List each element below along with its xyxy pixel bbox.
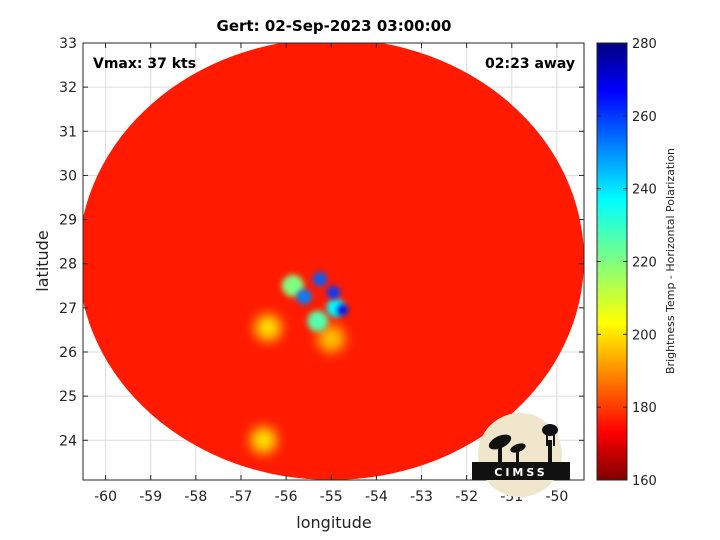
y-tick-label: 31 (59, 124, 77, 140)
swath-layer (83, 43, 584, 480)
colorbar-ticks: 160 180 200 220 240 260 280 (597, 37, 657, 489)
colorbar-tick-label: 180 (632, 401, 657, 416)
y-tick-label: 25 (59, 389, 77, 405)
y-tick-label: 29 (59, 213, 77, 229)
brightness-feature (254, 314, 282, 341)
x-tick-label: -50 (545, 489, 568, 505)
colorbar-label: Brightness Temp - Horizontal Polarizatio… (664, 148, 677, 374)
brightness-feature (326, 285, 341, 299)
y-tick-label: 32 (59, 80, 77, 96)
colorbar-tick-label: 240 (632, 183, 657, 198)
brightness-feature (337, 304, 348, 316)
brightness-feature (250, 427, 277, 454)
x-tick-label: -53 (410, 489, 433, 505)
y-tick-label: 28 (59, 257, 77, 273)
brightness-feature (281, 274, 304, 297)
colorbar-tick-label: 280 (632, 37, 657, 52)
brightness-feature (312, 272, 327, 287)
x-tick-label: -60 (94, 489, 117, 505)
colorbar-tick-label: 220 (632, 256, 657, 271)
x-tick-label: -52 (455, 489, 478, 505)
x-tick-label: -58 (184, 489, 207, 505)
cimss-logo: CIMSS (472, 413, 570, 497)
colorbar: 160 180 200 220 240 260 280 Brightness Temp - … (596, 37, 677, 489)
x-tick-label: -57 (230, 489, 253, 505)
y-tick-label: 33 (59, 36, 77, 52)
colorbar-tick-label: 260 (632, 110, 657, 125)
x-tick-label: -54 (365, 489, 388, 505)
vmax-label: Vmax: 37 kts (93, 56, 196, 72)
y-tick-label: 27 (59, 301, 77, 317)
y-tick-label: 30 (59, 168, 77, 184)
x-tick-label: -56 (275, 489, 298, 505)
plot-area: -60 -59 -58 -57 -56 -55 -54 -53 -52 -51 -50 242526… (59, 36, 585, 505)
colorbar-tick-label: 160 (632, 474, 657, 489)
cimss-logo-text: CIMSS (494, 466, 547, 479)
brightness-feature (307, 310, 329, 332)
colorbar-tick-label: 200 (632, 328, 657, 343)
y-tick-label: 24 (59, 433, 77, 449)
brightness-feature (296, 289, 312, 305)
convective-features (250, 272, 348, 454)
x-axis-label: longitude (296, 513, 371, 532)
plot-frame (82, 42, 585, 481)
time-away-label: 02:23 away (485, 56, 575, 72)
x-tick-label: -59 (139, 489, 162, 505)
chart-title: Gert: 02-Sep-2023 03:00:00 (217, 17, 452, 35)
y-ticks: 24 25 26 27 28 29 30 31 32 33 (59, 36, 584, 449)
colorbar-scale (596, 42, 628, 481)
y-axis-label: latitude (33, 230, 52, 291)
brightness-feature (317, 325, 345, 353)
microwave-swath (83, 43, 584, 480)
x-tick-label: -55 (320, 489, 343, 505)
y-tick-label: 26 (59, 345, 77, 361)
